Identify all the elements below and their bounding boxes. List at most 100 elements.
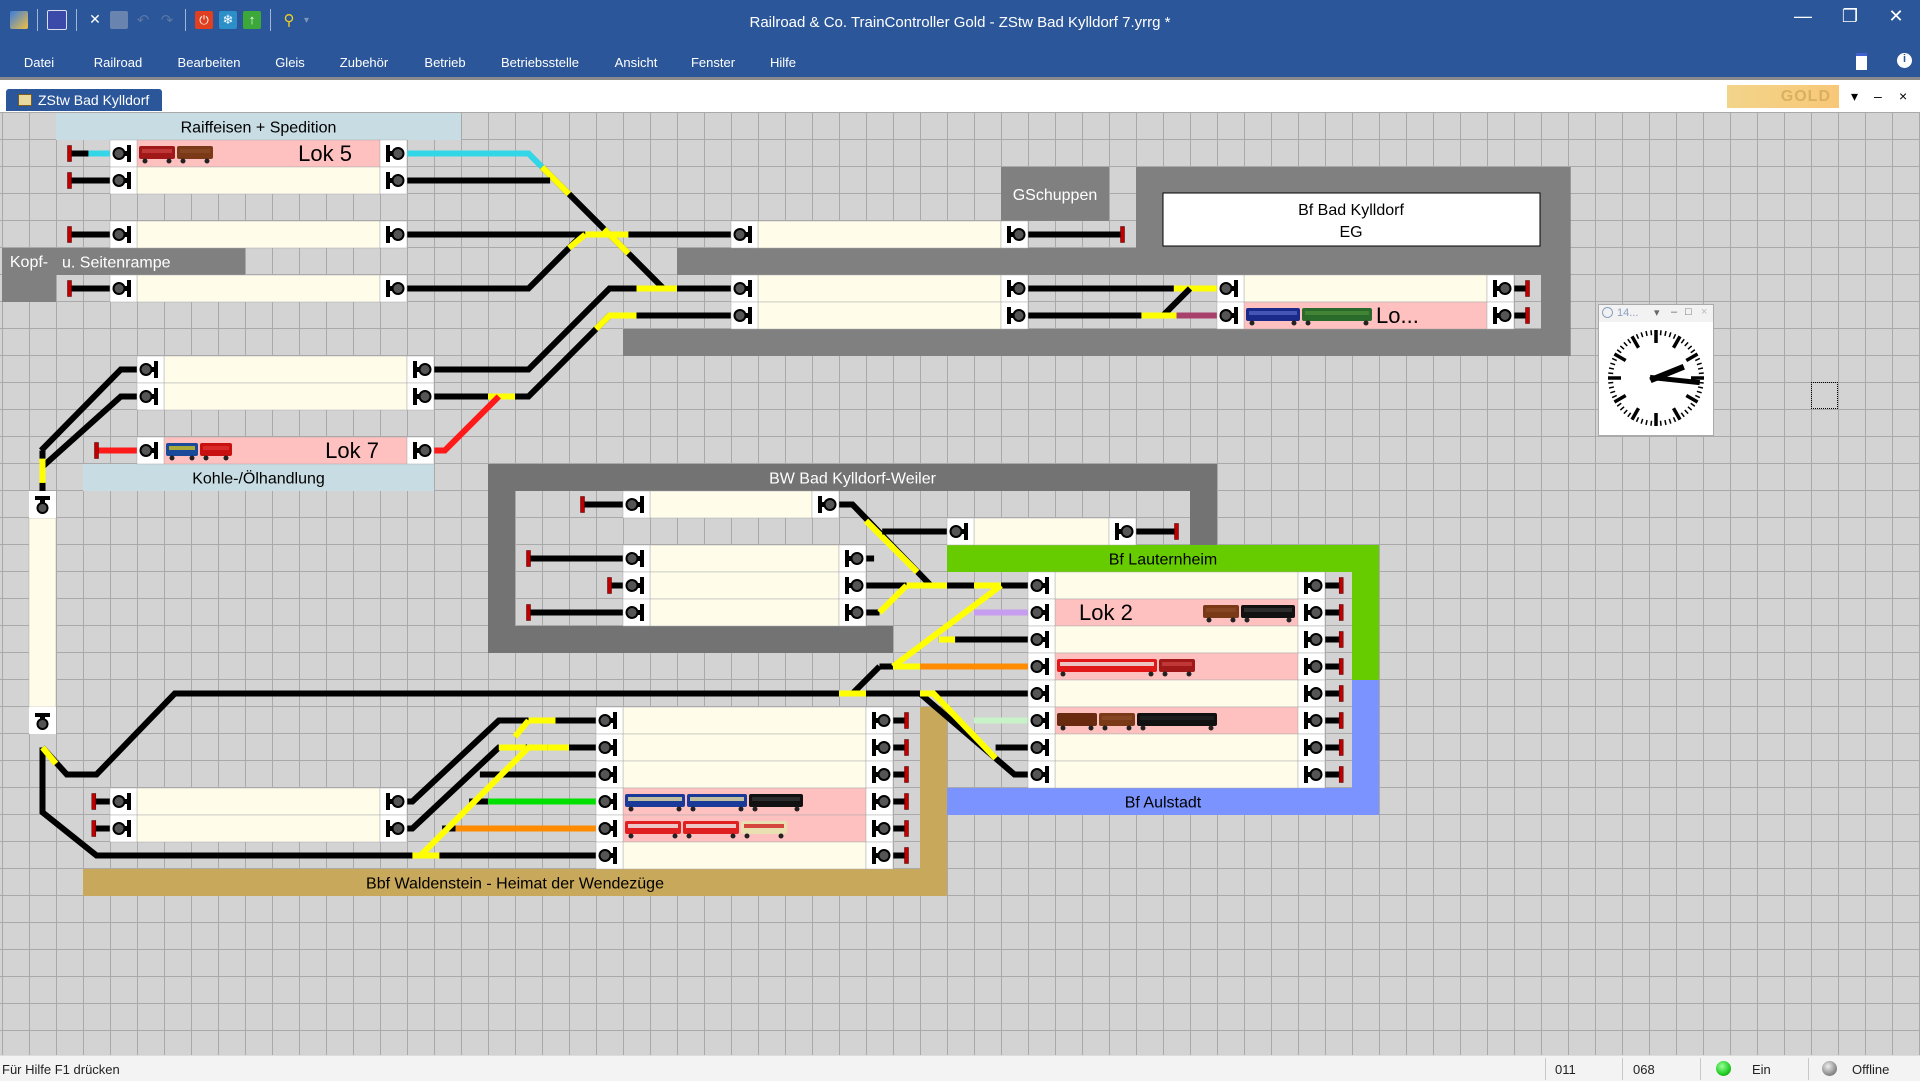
block-signal-icon[interactable] [865, 841, 894, 870]
undo-icon[interactable]: ↶ [136, 12, 150, 29]
occupied-block[interactable]: Lok 5 [136, 139, 381, 168]
block-signal-icon[interactable] [1000, 274, 1029, 303]
free-block[interactable] [136, 166, 381, 195]
block-signal-icon[interactable] [1297, 679, 1326, 708]
block-signal-icon[interactable] [109, 220, 138, 249]
free-block[interactable] [757, 274, 1002, 303]
occupied-block[interactable] [622, 814, 867, 843]
block-signal-icon[interactable] [1216, 274, 1245, 303]
clock-window[interactable]: 14... ▾ – □ × [1598, 304, 1714, 436]
block-signal-icon[interactable] [730, 220, 759, 249]
block-signal-icon[interactable] [1027, 760, 1056, 789]
free-block[interactable] [649, 490, 813, 519]
block-signal-icon[interactable] [622, 571, 651, 600]
free-block[interactable] [622, 841, 867, 870]
track-segment[interactable] [891, 583, 1003, 669]
free-block[interactable] [622, 760, 867, 789]
block-signal-icon[interactable] [730, 301, 759, 330]
app-icon[interactable] [10, 11, 28, 29]
block-signal-icon[interactable] [136, 436, 165, 465]
menu-bearbeiten[interactable]: Bearbeiten [177, 55, 241, 70]
block-signal-icon[interactable] [595, 787, 624, 816]
block-signal-icon[interactable] [595, 760, 624, 789]
restore-button[interactable]: ❐ [1841, 6, 1859, 26]
block-signal-icon[interactable] [1486, 301, 1515, 330]
tab-minimize-button[interactable]: – [1874, 88, 1882, 104]
block-signal-icon[interactable] [595, 706, 624, 735]
track-segment[interactable] [850, 664, 882, 696]
clock-close-button[interactable]: × [1701, 306, 1708, 318]
occupied-block[interactable] [622, 787, 867, 816]
block-signal-icon[interactable] [406, 436, 435, 465]
block-signal-icon[interactable] [595, 733, 624, 762]
block-signal-icon[interactable] [29, 491, 56, 518]
markers-icon[interactable]: ⚲ [283, 12, 295, 29]
block-signal-icon[interactable] [595, 841, 624, 870]
track-segment[interactable] [877, 583, 909, 615]
block-signal-icon[interactable] [838, 571, 867, 600]
block-signal-icon[interactable] [1297, 652, 1326, 681]
block-signal-icon[interactable] [136, 355, 165, 384]
block-signal-icon[interactable] [379, 220, 408, 249]
customize-toolbar-icon[interactable]: ▾ [304, 14, 310, 26]
track-layout[interactable]: Raiffeisen + Spedition GSchuppen Kopf-u. S… [0, 0, 1920, 1055]
save-icon[interactable] [47, 10, 67, 30]
go-icon[interactable]: ↑ [243, 11, 261, 29]
free-block[interactable] [1054, 625, 1299, 654]
track-segment[interactable] [407, 150, 545, 170]
occupied-block[interactable] [1054, 706, 1299, 735]
block-signal-icon[interactable] [1027, 625, 1056, 654]
block-signal-icon[interactable] [1027, 706, 1056, 735]
track-segment[interactable] [40, 745, 59, 766]
block-signal-icon[interactable] [1027, 652, 1056, 681]
free-block[interactable] [1054, 760, 1299, 789]
block-signal-icon[interactable] [406, 355, 435, 384]
tab-close-button[interactable]: × [1899, 88, 1908, 104]
block-signal-icon[interactable] [136, 382, 165, 411]
menu-railroad[interactable]: Railroad [93, 55, 143, 70]
track-segment[interactable] [40, 393, 138, 469]
block-signal-icon[interactable] [595, 814, 624, 843]
block-signal-icon[interactable] [1027, 571, 1056, 600]
block-signal-icon[interactable] [109, 814, 138, 843]
block-signal-icon[interactable] [109, 787, 138, 816]
window-list-icon[interactable] [1856, 53, 1867, 70]
track-segment[interactable] [593, 312, 637, 332]
block-signal-icon[interactable] [622, 490, 651, 519]
block-signal-icon[interactable] [109, 166, 138, 195]
free-block[interactable] [622, 733, 867, 762]
block-signal-icon[interactable] [865, 733, 894, 762]
occupied-block[interactable]: Lok 7 [163, 436, 408, 465]
track-segment[interactable] [418, 744, 548, 858]
block-signal-icon[interactable] [1216, 301, 1245, 330]
menu-betriebsstelle[interactable]: Betriebsstelle [500, 55, 580, 70]
track-segment[interactable] [40, 690, 1029, 778]
block-signal-icon[interactable] [406, 382, 435, 411]
block-signal-icon[interactable] [1000, 301, 1029, 330]
free-block[interactable] [136, 220, 381, 249]
free-block[interactable] [649, 544, 840, 573]
free-block[interactable] [757, 220, 1002, 249]
menu-betrieb[interactable]: Betrieb [424, 55, 466, 70]
block-signal-icon[interactable] [1486, 274, 1515, 303]
tab-zstw-bad-kylldorf[interactable]: ZStw Bad Kylldorf [6, 89, 162, 111]
occupied-block[interactable] [1054, 652, 1299, 681]
block-signal-icon[interactable] [1297, 571, 1326, 600]
occupied-block[interactable]: Lo... [1243, 301, 1488, 330]
block-signal-icon[interactable] [946, 517, 975, 546]
minimize-button[interactable]: — [1794, 6, 1812, 26]
block-signal-icon[interactable] [865, 787, 894, 816]
free-block[interactable] [163, 355, 408, 384]
clock-minimize-button[interactable]: – [1671, 306, 1678, 318]
free-block[interactable] [649, 571, 840, 600]
clock-menu-button[interactable]: ▾ [1654, 307, 1660, 319]
block-signal-icon[interactable] [1297, 598, 1326, 627]
block-signal-icon[interactable] [1027, 679, 1056, 708]
track-segment[interactable] [407, 312, 731, 400]
block-signal-icon[interactable] [1108, 517, 1137, 546]
close-button[interactable]: ✕ [1888, 6, 1904, 26]
free-block[interactable] [136, 274, 381, 303]
block-signal-icon[interactable] [379, 814, 408, 843]
block-signal-icon[interactable] [379, 139, 408, 168]
free-block[interactable] [1054, 679, 1299, 708]
